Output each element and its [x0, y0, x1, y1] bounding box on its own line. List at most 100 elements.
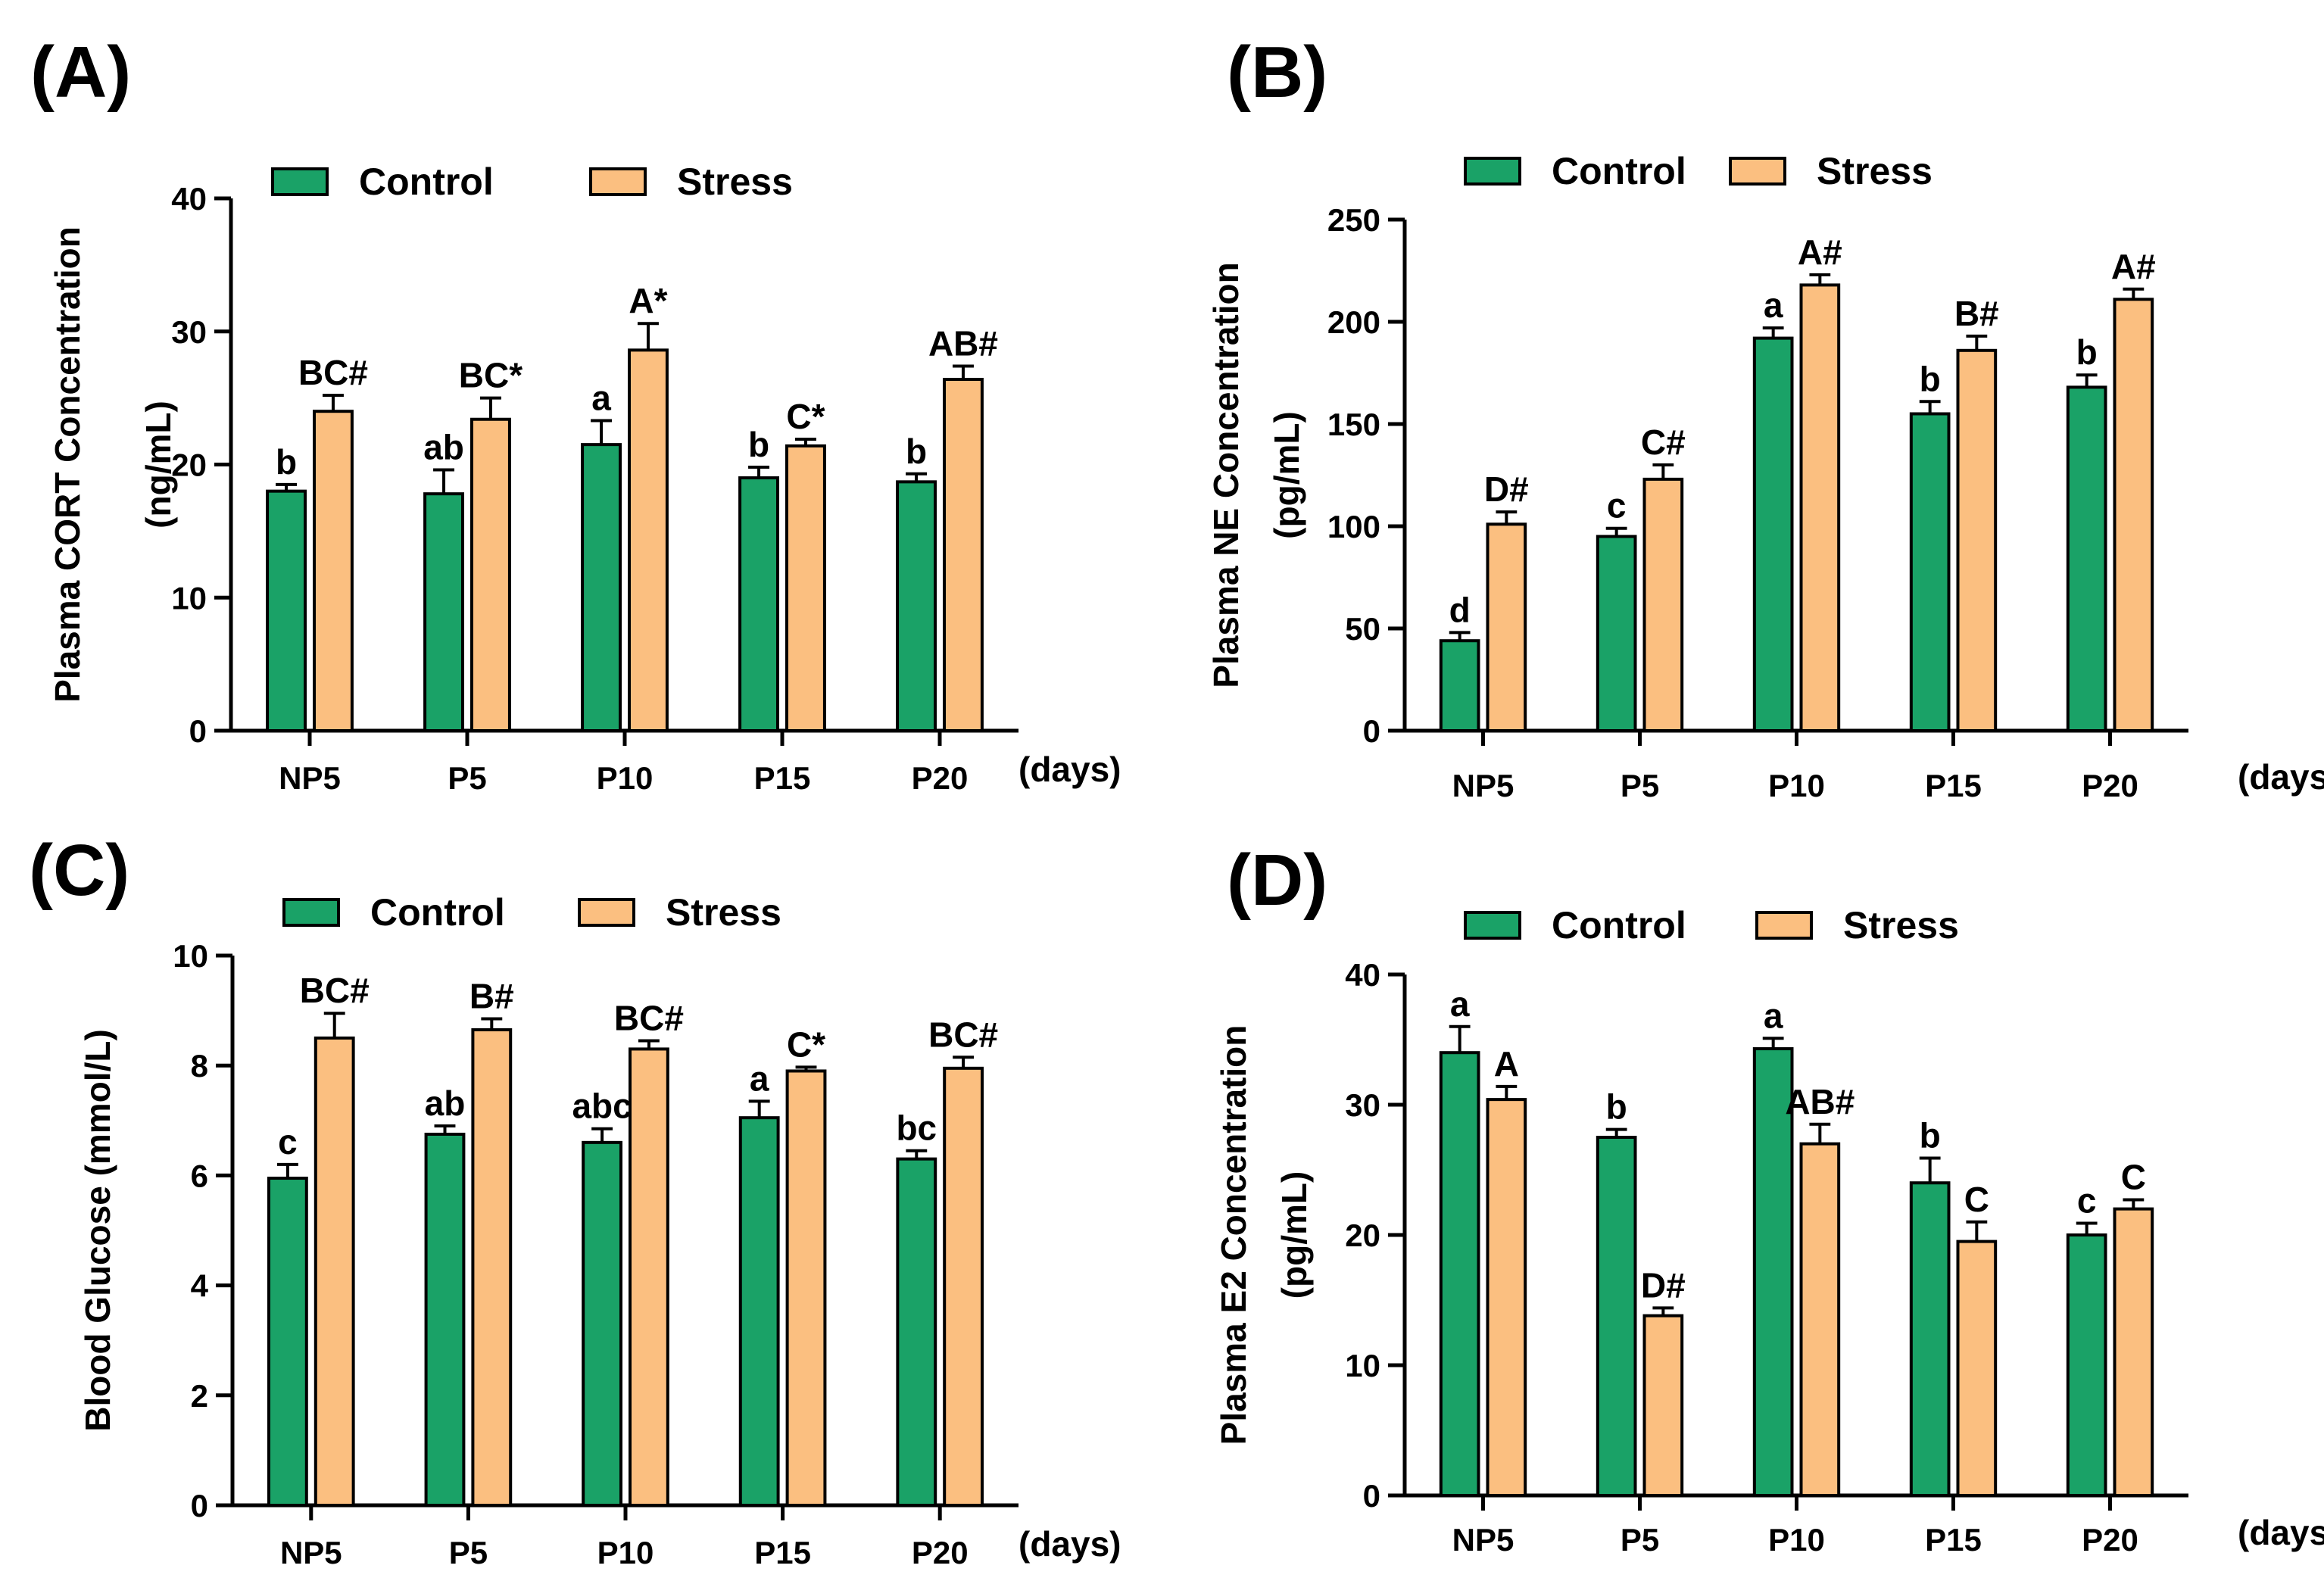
panel-a-legend-swatch-control [271, 167, 329, 196]
panel-b-category-label: P20 [2082, 768, 2138, 803]
panel-b-sig-label-stress: C# [1641, 423, 1686, 462]
panel-c: (C) Blood Glucose (mmol/L) 0 2 4 6 8 10 NP5 c BC# P… [29, 830, 1121, 1570]
panel-c-sig-label-control: abc [572, 1087, 632, 1126]
panel-a-sig-label-stress: BC* [459, 356, 523, 395]
panel-c-ytick-label: 10 [173, 938, 208, 974]
panel-c-category-label: P20 [912, 1535, 969, 1570]
panel-b-xunit: (days) [2238, 757, 2324, 797]
panel-b-bar-control [2066, 385, 2107, 732]
panel-c-ytick-label: 2 [191, 1378, 208, 1414]
panel-c-bar-control [267, 1177, 308, 1508]
panel-b-ytick-label: 50 [1345, 611, 1380, 647]
panel-a-sig-label-control: a [591, 379, 611, 418]
panel-b-bar-stress [1956, 348, 1998, 732]
panel-a-sig-label-control: b [748, 425, 769, 464]
panel-d-ytick-label: 30 [1345, 1087, 1380, 1123]
panel-c-sig-label-stress: BC# [300, 971, 370, 1010]
panel-c-bar-stress [629, 1047, 669, 1508]
panel-a-sig-label-control: b [276, 442, 297, 482]
panel-a-category-label: P10 [597, 760, 654, 796]
panel-b-sig-label-stress: A# [1798, 232, 1842, 272]
panel-b-sig-label-control: b [2076, 332, 2098, 372]
panel-d-ytick-label: 0 [1363, 1478, 1380, 1514]
panel-c-ytick-label: 0 [191, 1488, 208, 1523]
panel-d-bar-stress [1956, 1240, 1998, 1497]
panel-c-sig-label-stress: BC# [928, 1015, 998, 1054]
panel-b-sig-label-control: d [1449, 590, 1471, 629]
panel-b-sig-label-control: a [1764, 285, 1783, 325]
panel-d-sig-label-control: b [1606, 1087, 1627, 1127]
panel-d-xunit: (days) [2238, 1513, 2324, 1552]
panel-d-bar-stress [1799, 1142, 1841, 1497]
panel-d-bar-stress [1642, 1314, 1684, 1498]
panel-c-bar-control [896, 1157, 937, 1507]
panel-b-sig-label-stress: B# [1954, 294, 1999, 333]
panel-b-legend-label-control: Control [1552, 150, 1686, 192]
panel-d-ytick-label: 10 [1345, 1348, 1380, 1383]
panel-d-category-label: P20 [2082, 1522, 2138, 1558]
panel-b-bar-stress [1642, 477, 1684, 733]
panel-a-ytick-label: 30 [171, 314, 207, 350]
panel-b-ytick-label: 150 [1327, 407, 1380, 442]
panel-d-legend-label-control: Control [1552, 904, 1686, 946]
panel-a-category-label: NP5 [279, 760, 341, 796]
panel-a-legend-label-control: Control [359, 161, 494, 203]
panel-a-ytick-label: 10 [171, 580, 207, 616]
panel-b-bar-control [1909, 412, 1951, 732]
panel-b-category-label: P10 [1768, 768, 1825, 803]
panel-d-category-label: P5 [1621, 1522, 1659, 1558]
panel-d-sig-label-control: a [1764, 996, 1783, 1035]
panel-a-ylabel: Plasma CORT Concentration [48, 226, 87, 703]
panel-a-ytick-label: 40 [171, 181, 207, 217]
panel-c-legend-label-stress: Stress [666, 891, 781, 934]
panel-c-ytick-label: 6 [191, 1158, 208, 1193]
panel-a-bar-stress [943, 378, 984, 732]
panel-d-bar-stress [2113, 1207, 2154, 1497]
panel-c-sig-label-control: ab [425, 1084, 466, 1123]
panel-a-bar-control [738, 476, 780, 732]
panel-c-sig-label-control: bc [896, 1109, 937, 1148]
panel-a-category-label: P5 [448, 760, 486, 796]
panel-d-sig-label-control: b [1920, 1116, 1941, 1155]
panel-a-sig-label-control: b [906, 432, 927, 471]
panel-c-bar-stress [943, 1066, 984, 1507]
panel-c-bar-control [582, 1140, 623, 1507]
panel-d-bar-control [1439, 1051, 1480, 1497]
panel-b-bar-stress [2113, 298, 2154, 732]
panel-b-category-label: P15 [1925, 768, 1982, 803]
panel-a-sig-label-control: ab [423, 428, 464, 467]
panel-b-label: (B) [1227, 32, 1327, 113]
panel-b-legend-swatch-control [1464, 157, 1521, 186]
panel-d-bar-control [2066, 1233, 2107, 1497]
panel-a-bar-stress [313, 410, 354, 732]
panel-c-legend-label-control: Control [370, 891, 505, 934]
panel-a-sig-label-stress: A* [629, 281, 667, 320]
panel-d-category-label: P15 [1925, 1522, 1982, 1558]
panel-a-sig-label-stress: AB# [928, 323, 998, 363]
panel-d-sig-label-stress: AB# [1785, 1082, 1855, 1121]
panel-b: (B) Plasma NE Concentration (pg/mL) 0 50 100 1… [1206, 32, 2324, 803]
panel-c-ylabel: Blood Glucose (mmol/L) [78, 1029, 117, 1432]
panel-d-label: (D) [1227, 840, 1327, 921]
panel-a-sig-label-stress: BC# [298, 353, 368, 392]
panel-b-bar-control [1596, 535, 1637, 732]
panel-b-ytick-label: 250 [1327, 202, 1380, 238]
panel-a-bar-stress [470, 417, 511, 732]
panel-d-category-label: P10 [1768, 1522, 1825, 1558]
panel-b-category-label: P5 [1621, 768, 1659, 803]
panel-d-bar-control [1752, 1047, 1794, 1498]
panel-c-category-label: NP5 [280, 1535, 342, 1570]
panel-c-xunit: (days) [1019, 1524, 1121, 1564]
panel-d-sig-label-stress: C [2121, 1158, 2146, 1197]
panel-d-sig-label-stress: D# [1641, 1265, 1686, 1305]
panel-c-sig-label-control: c [278, 1122, 298, 1162]
panel-b-bar-stress [1486, 522, 1527, 732]
panel-c-sig-label-stress: B# [469, 976, 514, 1015]
panel-c-legend-swatch-stress [578, 898, 635, 927]
panel-b-legend-swatch-stress [1729, 157, 1786, 186]
panel-d-ylabel-unit: (pg/mL) [1274, 1171, 1314, 1299]
panel-a-bar-stress [785, 444, 826, 733]
panel-b-ylabel: Plasma NE Concentration [1206, 262, 1246, 688]
panel-d-bar-stress [1486, 1098, 1527, 1497]
